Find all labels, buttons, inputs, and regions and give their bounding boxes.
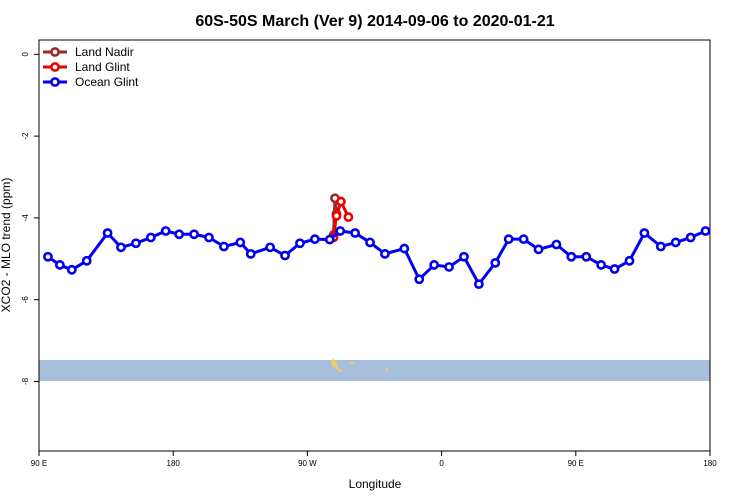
data-point (218, 241, 229, 252)
data-point (655, 241, 666, 252)
data-point (639, 228, 650, 238)
data-point (596, 260, 607, 270)
data-point (265, 242, 276, 253)
data-point (380, 248, 390, 259)
legend-item: Ocean Glint (43, 75, 139, 89)
data-point (204, 232, 214, 243)
y-axis-label: XCO2 - MLO trend (ppm) (0, 178, 13, 313)
y-tick-label: 0 (21, 52, 30, 57)
data-point (245, 248, 256, 259)
data-point (399, 243, 410, 254)
data-point (343, 212, 354, 222)
data-point (235, 237, 246, 248)
x-axis-label: Longitude (349, 477, 402, 491)
x-tick-label: 90 E (568, 459, 584, 468)
data-point (295, 238, 305, 249)
land-patagonia (331, 359, 343, 372)
data-point (414, 274, 425, 285)
x-tick-label: 180 (703, 459, 717, 468)
data-point (459, 251, 469, 262)
x-tick-label: 0 (439, 459, 444, 468)
data-point (174, 229, 185, 240)
data-point (331, 210, 342, 221)
legend-item: Land Glint (43, 60, 130, 74)
data-point (43, 251, 53, 262)
y-tick-label: -4 (21, 214, 30, 222)
data-point (350, 228, 361, 238)
data-point (116, 242, 126, 253)
data-point (365, 237, 375, 248)
data-point (160, 226, 171, 236)
land-falklands (350, 362, 354, 364)
legend-item: Land Nadir (43, 45, 134, 59)
data-point (145, 232, 156, 243)
data-point (429, 260, 440, 270)
x-tick-label: 90 W (298, 459, 317, 468)
data-point (700, 226, 711, 236)
data-point (518, 234, 529, 245)
data-point (81, 255, 92, 266)
land-south-georgia (386, 368, 388, 371)
data-point (335, 226, 346, 236)
series-layer (43, 193, 711, 290)
plot-frame (38, 39, 711, 452)
legend-marker (50, 62, 60, 72)
legend-marker (50, 77, 60, 87)
ocean-band (39, 360, 710, 381)
data-point (566, 251, 577, 262)
y-axis: 0 -2 -4 -6 -8 (21, 52, 39, 385)
map-band (39, 359, 710, 381)
data-point (581, 251, 592, 262)
series-line (332, 200, 350, 238)
y-tick-label: -6 (21, 296, 30, 304)
y-tick-label: -8 (21, 377, 30, 385)
data-point (685, 232, 696, 243)
data-point (309, 234, 320, 245)
data-point (624, 255, 635, 266)
data-point (503, 234, 514, 245)
data-point (54, 260, 65, 270)
data-point (280, 250, 290, 261)
legend-label: Ocean Glint (75, 75, 139, 89)
data-point (670, 237, 681, 248)
legend-marker (50, 47, 60, 57)
legend-label: Land Nadir (75, 45, 134, 59)
legend-label: Land Glint (75, 60, 130, 74)
x-tick-label: 180 (167, 459, 181, 468)
data-point (66, 264, 77, 275)
data-point (473, 279, 484, 290)
data-point (533, 244, 544, 255)
data-point (324, 234, 335, 245)
data-point (444, 262, 454, 272)
x-tick-label: 90 E (31, 459, 47, 468)
data-point (336, 196, 346, 207)
chart-title: 60S-50S March (Ver 9) 2014-09-06 to 2020… (195, 13, 554, 30)
data-point (551, 239, 562, 250)
y-tick-label: -2 (21, 132, 30, 140)
land-shapes (331, 359, 388, 372)
data-point (609, 264, 620, 274)
data-point (490, 257, 501, 268)
x-axis: 90 E 180 90 W 0 90 E 180 (31, 451, 717, 468)
data-point (131, 238, 141, 249)
series-ocean-glint (43, 226, 711, 290)
data-point (102, 228, 113, 238)
data-point (189, 229, 199, 240)
